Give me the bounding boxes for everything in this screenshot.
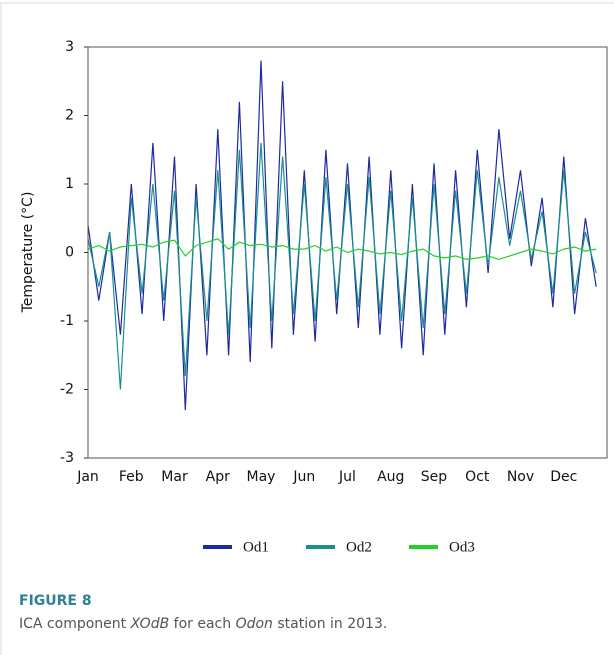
- y-tick-label: 1: [65, 176, 74, 192]
- series-line: [87, 238, 597, 261]
- y-tick-label: 0: [65, 245, 74, 261]
- series-line: [87, 60, 597, 411]
- x-tick-label: Sep: [421, 469, 448, 485]
- x-tick-label: Jun: [292, 469, 315, 485]
- legend-label: Od3: [449, 539, 475, 555]
- legend: Od1 Od2 Od3: [203, 539, 475, 555]
- y-tick-label: -3: [60, 450, 74, 466]
- caption: ICA component XOdB for each Odon station…: [19, 616, 387, 632]
- y-tick-label: 2: [65, 108, 74, 124]
- figure-label: FIGURE 8: [19, 593, 92, 609]
- x-tick-label: May: [247, 469, 276, 485]
- y-tick-label: -2: [60, 382, 74, 398]
- legend-label: Od2: [346, 539, 372, 555]
- y-axis-label: Temperature (°C): [20, 192, 36, 314]
- x-tick-label: Nov: [507, 469, 534, 485]
- x-tick-label: Apr: [206, 469, 230, 485]
- caption-text: ICA component: [19, 616, 131, 632]
- y-tick-label: 3: [65, 39, 74, 55]
- legend-label: Od1: [243, 539, 269, 555]
- caption-text: station in 2013.: [273, 616, 387, 632]
- plot-frame: [87, 46, 608, 459]
- x-tick-label: Feb: [119, 469, 144, 485]
- x-tick-label: Jul: [338, 469, 356, 485]
- x-tick-label: Mar: [161, 469, 188, 485]
- x-tick-label: Jan: [76, 469, 99, 485]
- x-tick-label: Dec: [550, 469, 577, 485]
- x-tick-label: Aug: [377, 469, 404, 485]
- x-tick-label: Oct: [465, 469, 490, 485]
- y-tick-label: -1: [60, 313, 74, 329]
- series-line: [87, 142, 597, 390]
- caption-text: Odon: [236, 616, 273, 632]
- caption-text: for each: [169, 616, 235, 632]
- caption-text: XOdB: [130, 616, 170, 632]
